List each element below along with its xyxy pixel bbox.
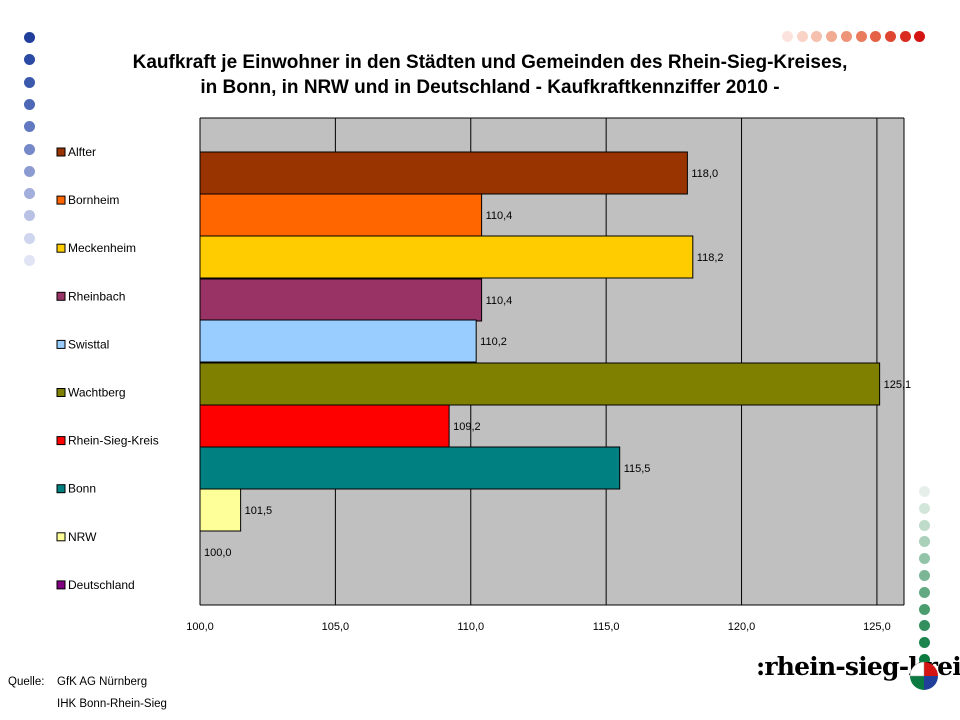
legend-swatch-10 bbox=[56, 580, 66, 590]
value-label-8: 115,5 bbox=[624, 463, 651, 475]
top-dot-5 bbox=[840, 31, 852, 42]
left-dot-10 bbox=[24, 232, 35, 244]
top-dot-10 bbox=[914, 31, 926, 42]
top-dot-6 bbox=[855, 31, 867, 42]
right-dot-4 bbox=[919, 536, 930, 548]
right-dot-11 bbox=[919, 654, 930, 665]
source-line-1: GfK AG Nürnberg bbox=[57, 676, 148, 688]
top-dot-3 bbox=[811, 31, 823, 42]
legend-label-3: Meckenheim bbox=[68, 241, 136, 255]
legend-swatch-1 bbox=[56, 147, 66, 157]
legend-label-4: Rheinbach bbox=[68, 289, 125, 303]
x-axis-ticks: 100,0 105,0 110,0 115,0 120,0 125,0 bbox=[186, 621, 890, 633]
top-dot-7 bbox=[870, 31, 882, 42]
legend: Alfter Bornheim Meckenheim Rheinbach Swistta… bbox=[56, 145, 159, 592]
value-labels: 118,0 110,4 118,2 110,4 110,2 125,1 109,2 115,5… bbox=[204, 168, 911, 559]
right-dot-1 bbox=[919, 486, 930, 497]
left-dot-9 bbox=[24, 210, 35, 222]
value-label-10: 100,0 bbox=[204, 547, 232, 559]
value-label-2: 110,4 bbox=[486, 210, 513, 222]
value-label-7: 109,2 bbox=[453, 421, 481, 433]
bar-8 bbox=[199, 446, 621, 490]
legend-label-1: Alfter bbox=[68, 145, 96, 159]
bar-2 bbox=[199, 193, 483, 237]
left-dot-11 bbox=[24, 255, 35, 266]
value-label-4: 110,4 bbox=[486, 295, 513, 307]
bar-6 bbox=[199, 362, 881, 406]
legend-label-6: Wachtberg bbox=[68, 386, 126, 400]
bar-3 bbox=[199, 235, 694, 279]
chart-title-line-1: Kaufkraft je Einwohner in den Städten un… bbox=[132, 52, 848, 73]
logo-emblem-icon bbox=[909, 661, 938, 690]
left-dot-7 bbox=[24, 165, 35, 177]
x-tick-label-1: 100,0 bbox=[186, 621, 214, 633]
legend-swatch-4 bbox=[56, 291, 66, 301]
legend-swatch-6 bbox=[56, 388, 66, 397]
chart-title: Kaufkraft je Einwohner in den Städten un… bbox=[70, 50, 910, 100]
right-dot-5 bbox=[919, 553, 930, 565]
source-note: Quelle: GfK AG Nürnberg IHK Bonn-Rhein-S… bbox=[8, 676, 167, 720]
right-dot-3 bbox=[919, 519, 930, 531]
left-dot-8 bbox=[24, 188, 35, 200]
value-label-5: 110,2 bbox=[480, 336, 507, 348]
legend-label-8: Bonn bbox=[68, 482, 96, 496]
legend-label-2: Bornheim bbox=[68, 193, 119, 207]
legend-swatch-8 bbox=[56, 484, 66, 494]
x-tick-label-2: 105,0 bbox=[322, 621, 350, 633]
bar-7 bbox=[199, 404, 450, 448]
bar-5 bbox=[199, 319, 477, 363]
left-dot-6 bbox=[24, 143, 35, 155]
right-dot-10 bbox=[919, 637, 930, 649]
right-dot-9 bbox=[919, 620, 930, 632]
bar-1 bbox=[199, 151, 688, 195]
right-dot-2 bbox=[919, 502, 930, 514]
legend-swatch-5 bbox=[56, 339, 66, 349]
legend-label-5: Swisttal bbox=[68, 337, 109, 351]
x-tick-label-3: 110,0 bbox=[457, 621, 484, 633]
legend-swatch-3 bbox=[56, 243, 66, 253]
top-dot-2 bbox=[796, 31, 808, 42]
value-label-9: 101,5 bbox=[245, 505, 273, 517]
left-dot-4 bbox=[24, 98, 35, 110]
left-dot-1 bbox=[24, 32, 35, 43]
x-tick-label-5: 120,0 bbox=[728, 621, 756, 633]
top-dot-9 bbox=[899, 31, 911, 42]
legend-swatch-7 bbox=[56, 436, 66, 446]
left-dot-5 bbox=[24, 121, 35, 133]
value-label-1: 118,0 bbox=[691, 168, 718, 180]
source-line-2: IHK Bonn-Rhein-Sieg bbox=[57, 698, 167, 710]
top-dot-8 bbox=[884, 31, 896, 42]
right-dot-7 bbox=[919, 586, 930, 598]
rhein-sieg-kreis-logo: :rhein-sieg-kreis bbox=[756, 652, 960, 696]
legend-swatch-9 bbox=[56, 532, 66, 542]
value-label-3: 118,2 bbox=[697, 252, 724, 264]
x-tick-label-6: 125,0 bbox=[863, 621, 891, 633]
bar-4 bbox=[199, 278, 483, 322]
chart-title-line-2: in Bonn, in NRW und in Deutschland - Kau… bbox=[200, 77, 780, 98]
bar-9 bbox=[199, 488, 242, 532]
top-dot-1 bbox=[782, 31, 793, 42]
legend-label-10: Deutschland bbox=[68, 578, 135, 592]
left-dot-2 bbox=[24, 54, 35, 66]
legend-label-7: Rhein-Sieg-Kreis bbox=[68, 434, 159, 448]
x-tick-label-4: 115,0 bbox=[593, 621, 620, 633]
legend-swatch-2 bbox=[56, 195, 66, 205]
right-dot-8 bbox=[919, 603, 930, 615]
right-dot-6 bbox=[919, 570, 930, 581]
value-label-6: 125,1 bbox=[884, 379, 912, 391]
source-label: Quelle: bbox=[8, 676, 45, 688]
legend-label-9: NRW bbox=[68, 530, 97, 544]
top-dot-4 bbox=[826, 31, 838, 42]
bars bbox=[199, 151, 881, 532]
left-dot-3 bbox=[24, 76, 35, 88]
